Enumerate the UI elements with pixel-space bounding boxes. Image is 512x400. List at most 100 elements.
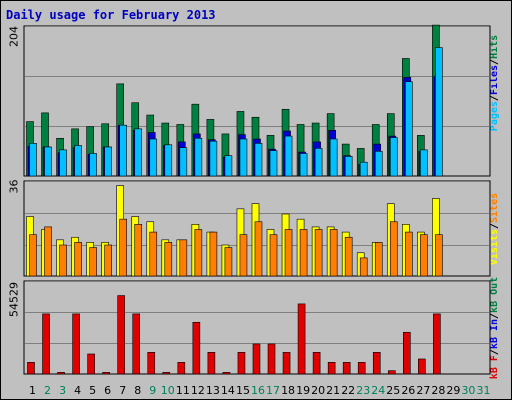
kbin-bar bbox=[162, 372, 171, 375]
sites-bar bbox=[179, 239, 188, 277]
files-bar bbox=[119, 124, 127, 177]
day-label: 16 bbox=[251, 384, 265, 397]
files-bar bbox=[284, 135, 293, 177]
files-bar bbox=[254, 143, 263, 177]
sites-bar bbox=[344, 236, 353, 277]
kbin-bar bbox=[312, 352, 321, 375]
day-label: 26 bbox=[401, 384, 415, 397]
sites-bar bbox=[209, 231, 218, 277]
kbin-bar bbox=[207, 352, 216, 375]
day-label: 10 bbox=[161, 384, 175, 397]
day-label: 27 bbox=[416, 384, 430, 397]
sites-bar bbox=[284, 229, 293, 277]
kbin-bar bbox=[57, 372, 65, 375]
day-label: 14 bbox=[221, 384, 235, 397]
day-label: 23 bbox=[356, 384, 370, 397]
day-label: 28 bbox=[431, 384, 445, 397]
day-label: 6 bbox=[104, 384, 111, 397]
files-bar bbox=[224, 155, 233, 177]
kbin-bar bbox=[267, 343, 276, 375]
files-bar bbox=[74, 145, 82, 177]
kbin-bar bbox=[117, 295, 125, 375]
kbin-bar bbox=[192, 321, 201, 375]
sites-bar bbox=[359, 257, 368, 277]
kbin-bar bbox=[27, 362, 35, 375]
day-label: 21 bbox=[326, 384, 340, 397]
day-label: 25 bbox=[386, 384, 400, 397]
files-bar bbox=[359, 161, 368, 177]
kbin-bar bbox=[357, 362, 366, 375]
files-bar bbox=[435, 47, 443, 177]
kbin-bar bbox=[177, 362, 186, 375]
kbin-bar bbox=[42, 313, 50, 375]
day-label: 31 bbox=[476, 384, 490, 397]
files-bar bbox=[239, 138, 248, 177]
kbin-bar bbox=[403, 331, 411, 375]
sites-bar bbox=[134, 224, 143, 277]
sites-bar bbox=[194, 229, 203, 277]
day-label: 18 bbox=[281, 384, 295, 397]
day-label: 19 bbox=[296, 384, 310, 397]
day-label: 12 bbox=[191, 384, 205, 397]
sites-bar bbox=[104, 244, 112, 277]
files-bar bbox=[209, 140, 218, 177]
files-bar bbox=[104, 146, 112, 177]
sites-bar bbox=[119, 218, 127, 277]
sites-bar bbox=[149, 231, 158, 277]
kbin-bar bbox=[282, 352, 291, 375]
files-bar bbox=[89, 153, 97, 177]
kbin-bar bbox=[222, 372, 231, 375]
day-label: 13 bbox=[206, 384, 220, 397]
sites-bar bbox=[269, 234, 278, 277]
files-bar bbox=[269, 150, 278, 177]
sites-bar bbox=[435, 234, 443, 277]
files-bar bbox=[164, 144, 173, 177]
chart-title: Daily usage for February 2013 bbox=[6, 8, 216, 22]
sites-bar bbox=[405, 231, 413, 277]
day-label: 22 bbox=[341, 384, 355, 397]
day-label: 15 bbox=[236, 384, 250, 397]
day-label: 3 bbox=[59, 384, 66, 397]
files-bar bbox=[389, 137, 398, 177]
sites-bar bbox=[389, 221, 398, 277]
kbin-bar bbox=[252, 343, 261, 375]
day-label: 2 bbox=[44, 384, 51, 397]
files-bar bbox=[29, 143, 37, 177]
day-label: 30 bbox=[461, 384, 475, 397]
kbin-bar bbox=[237, 352, 246, 375]
files-bar bbox=[194, 137, 203, 177]
sites-bar bbox=[239, 234, 248, 277]
day-label: 5 bbox=[89, 384, 96, 397]
sites-bar bbox=[164, 242, 173, 277]
files-bar bbox=[149, 138, 158, 177]
day-label: 1 bbox=[29, 384, 36, 397]
files-bar bbox=[179, 147, 188, 177]
kbin-bar bbox=[102, 372, 110, 375]
files-bar bbox=[299, 153, 308, 177]
kbin-bar bbox=[418, 358, 426, 375]
files-bar bbox=[374, 151, 383, 177]
files-bar bbox=[405, 81, 413, 177]
kbin-bar bbox=[297, 303, 306, 375]
kbin-bar bbox=[132, 313, 141, 375]
kbin-bar bbox=[327, 362, 336, 375]
kbin-bar bbox=[387, 370, 396, 375]
day-label: 9 bbox=[149, 384, 156, 397]
day-label: 4 bbox=[74, 384, 81, 397]
day-label: 24 bbox=[371, 384, 385, 397]
day-label: 11 bbox=[176, 384, 190, 397]
files-bar bbox=[420, 149, 428, 177]
kbin-bar bbox=[87, 353, 95, 375]
sites-bar bbox=[299, 229, 308, 277]
kbin-bar bbox=[433, 313, 441, 375]
day-label: 29 bbox=[446, 384, 460, 397]
sites-bar bbox=[374, 242, 383, 277]
sites-bar bbox=[89, 247, 97, 277]
sites-bar bbox=[224, 247, 233, 277]
kbin-bar bbox=[72, 313, 80, 375]
day-label: 20 bbox=[311, 384, 325, 397]
day-label: 8 bbox=[134, 384, 141, 397]
sites-bar bbox=[420, 234, 428, 277]
sites-bar bbox=[314, 229, 323, 277]
